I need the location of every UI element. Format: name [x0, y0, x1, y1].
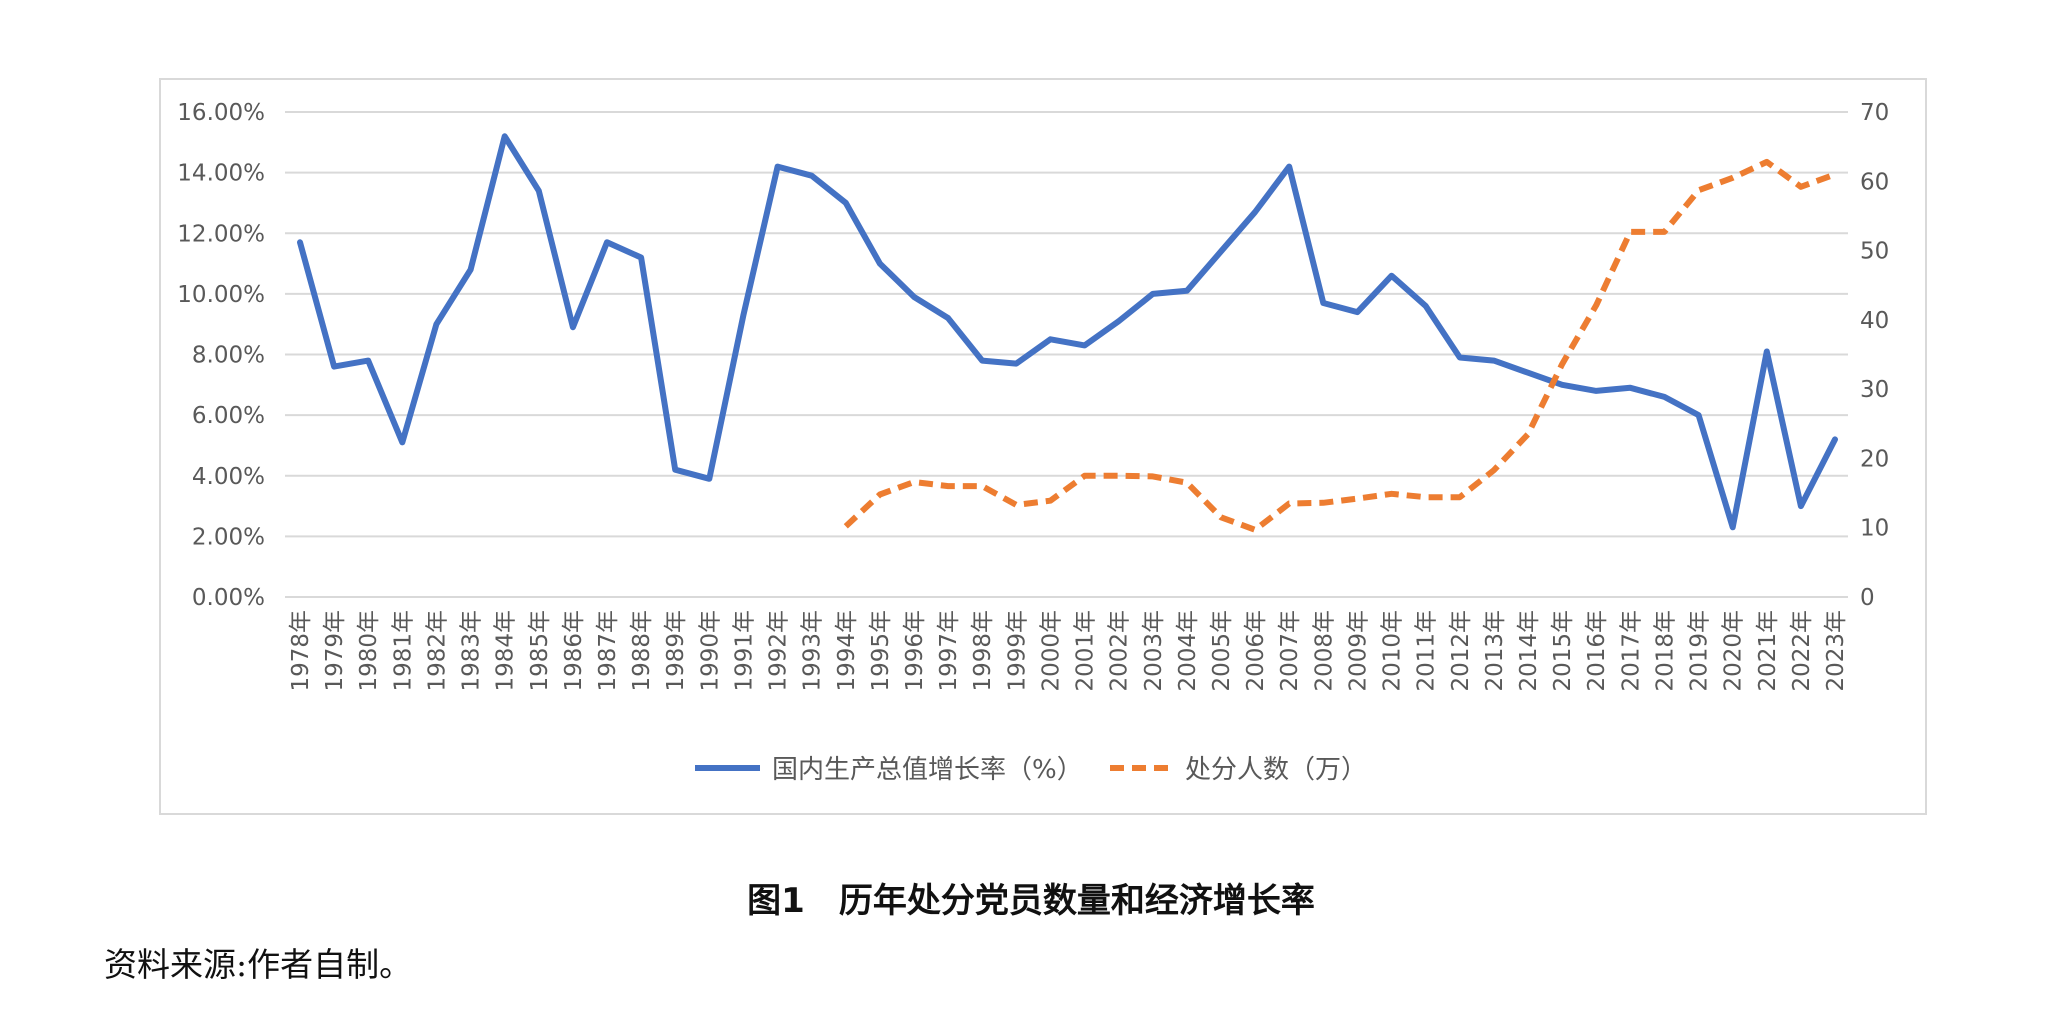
x-tick-label: 2011年: [1414, 610, 1440, 692]
x-tick-label: 1984年: [493, 610, 519, 692]
x-tick-label: 1995年: [868, 610, 894, 692]
x-tick-label: 2013年: [1482, 610, 1508, 692]
x-tick-label: 2019年: [1687, 610, 1713, 692]
x-tick-label: 2007年: [1277, 610, 1303, 692]
x-tick-label: 1992年: [766, 610, 792, 692]
gridlines: [285, 111, 1848, 598]
x-tick-label: 2017年: [1618, 610, 1644, 692]
x-tick-label: 2004年: [1175, 610, 1201, 692]
x-tick-label: 1997年: [936, 610, 962, 692]
x-tick-label: 1980年: [356, 610, 382, 692]
x-tick-label: 1988年: [629, 610, 655, 692]
x-tick-label: 1978年: [288, 610, 314, 692]
series-lines: [297, 133, 1838, 533]
x-tick-label: 2022年: [1789, 610, 1815, 692]
x-tick-label: 1989年: [663, 610, 689, 692]
x-tick-label: 2006年: [1243, 610, 1269, 692]
x-tick-label: 2012年: [1448, 610, 1474, 692]
x-tick-label: 2014年: [1516, 610, 1542, 692]
x-tick-label: 1985年: [527, 610, 553, 692]
y-right-tick-label: 30: [1860, 377, 1889, 403]
y-right-tick-label: 50: [1860, 239, 1889, 265]
y-right-tick-label: 10: [1860, 516, 1889, 542]
x-tick-label: 1983年: [459, 610, 485, 692]
x-tick-label: 1991年: [731, 610, 757, 692]
right-axis-ticks: 0 10 20 30 40 50 60 70: [1860, 100, 1889, 611]
series-line-0: [297, 133, 1838, 531]
source-note: 资料来源:作者自制。: [104, 945, 413, 984]
y-right-tick-label: 60: [1860, 169, 1889, 195]
x-tick-label: 2010年: [1380, 610, 1406, 692]
x-tick-label: 1994年: [834, 610, 860, 692]
y-left-tick-label: 16.00%: [177, 100, 265, 126]
x-tick-label: 1993年: [800, 610, 826, 692]
y-left-tick-label: 8.00%: [192, 343, 265, 369]
y-right-tick-label: 0: [1860, 585, 1875, 611]
x-tick-label: 2005年: [1209, 610, 1235, 692]
legend-label-gdp: 国内生产总值增长率（%）: [772, 755, 1083, 785]
x-tick-label: 2018年: [1652, 610, 1678, 692]
legend: 国内生产总值增长率（%） 处分人数（万）: [695, 755, 1367, 785]
y-left-tick-label: 0.00%: [192, 585, 265, 611]
x-tick-label: 2021年: [1755, 610, 1781, 692]
x-tick-label: 1998年: [970, 610, 996, 692]
legend-label-punished: 处分人数（万）: [1185, 755, 1367, 785]
y-right-tick-label: 20: [1860, 446, 1889, 472]
y-right-tick-label: 70: [1860, 100, 1889, 126]
y-right-tick-label: 40: [1860, 308, 1889, 334]
x-tick-label: 2015年: [1550, 610, 1576, 692]
chart-frame: [159, 78, 1927, 815]
x-tick-label: 1986年: [561, 610, 587, 692]
x-tick-label: 2023年: [1823, 610, 1849, 692]
y-left-tick-label: 12.00%: [177, 221, 265, 247]
x-tick-label: 2020年: [1721, 610, 1747, 692]
x-tick-label: 1990年: [697, 610, 723, 692]
y-left-tick-label: 2.00%: [192, 524, 265, 550]
x-tick-label: 1981年: [390, 610, 416, 692]
x-tick-label: 2000年: [1038, 610, 1064, 692]
x-tick-label: 2009年: [1345, 610, 1371, 692]
y-left-tick-label: 14.00%: [177, 161, 265, 187]
x-tick-label: 1982年: [424, 610, 450, 692]
y-left-tick-label: 10.00%: [177, 282, 265, 308]
x-tick-label: 2016年: [1584, 610, 1610, 692]
x-tick-label: 1996年: [902, 610, 928, 692]
x-tick-label: 1999年: [1004, 610, 1030, 692]
x-axis-ticks: 1978年 1979年 1980年 1981年 1982年 1983年 1984年 1985年…: [288, 610, 1849, 692]
x-tick-label: 2002年: [1107, 610, 1133, 692]
x-tick-label: 2008年: [1311, 610, 1337, 692]
x-tick-label: 2001年: [1073, 610, 1099, 692]
left-axis-ticks: 0.00% 2.00% 4.00% 6.00% 8.00% 10.00% 12.00% 14.…: [177, 100, 265, 611]
y-left-tick-label: 6.00%: [192, 403, 265, 429]
series-line-1: [843, 158, 1837, 533]
x-tick-label: 1987年: [595, 610, 621, 692]
figure-caption: 图1 历年处分党员数量和经济增长率: [747, 881, 1315, 921]
y-left-tick-label: 4.00%: [192, 464, 265, 490]
x-tick-label: 1979年: [322, 610, 348, 692]
x-tick-label: 2003年: [1141, 610, 1167, 692]
